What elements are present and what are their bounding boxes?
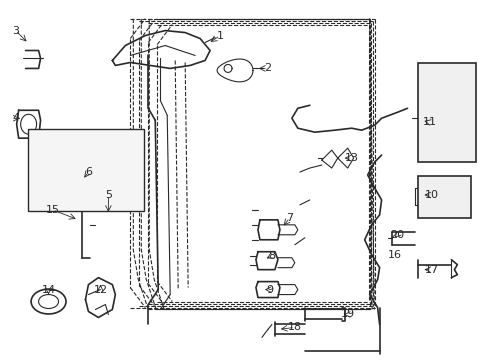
Text: 20: 20 [390, 230, 404, 240]
Text: 7: 7 [285, 213, 293, 223]
Text: 9: 9 [266, 284, 273, 294]
Text: 4: 4 [12, 113, 19, 123]
FancyBboxPatch shape [27, 129, 144, 211]
Text: 15: 15 [45, 205, 60, 215]
Text: 17: 17 [424, 265, 438, 275]
FancyBboxPatch shape [417, 63, 475, 162]
Text: 5: 5 [104, 190, 112, 200]
Text: 12: 12 [93, 284, 107, 294]
Text: 18: 18 [287, 323, 301, 332]
Text: 13: 13 [344, 153, 358, 163]
Text: 19: 19 [340, 310, 354, 319]
Text: 8: 8 [268, 251, 275, 261]
Text: 11: 11 [422, 117, 436, 127]
Text: 10: 10 [424, 190, 438, 200]
Text: 14: 14 [41, 284, 56, 294]
Text: 6: 6 [85, 167, 92, 177]
FancyBboxPatch shape [417, 176, 470, 218]
Text: 1: 1 [216, 31, 223, 41]
Text: 3: 3 [12, 26, 19, 36]
Text: 16: 16 [387, 250, 401, 260]
Text: 2: 2 [264, 63, 271, 73]
